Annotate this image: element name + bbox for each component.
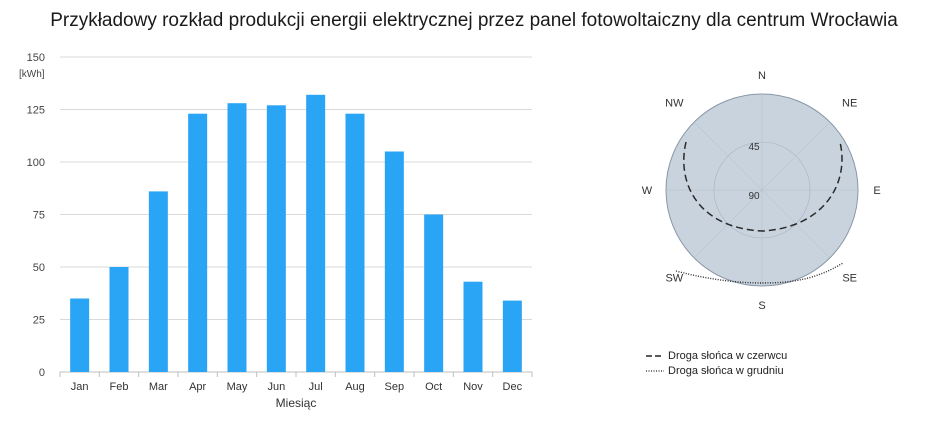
y-tick-label: 25 [33,315,45,327]
dashed-line-swatch [646,355,664,357]
x-tick-label: Aug [345,381,365,393]
elevation-label: 45 [748,142,760,153]
direction-label: NE [842,97,857,109]
bar-apr [188,113,208,372]
bar-aug [345,113,365,372]
x-tick-label: Feb [110,381,129,393]
bar-sep [384,151,404,372]
legend-item-june: Droga słońca w czerwcu [646,350,787,362]
sun-path-june [683,141,843,232]
direction-label: N [758,70,766,82]
y-tick-label: 75 [33,210,45,222]
x-tick-label: May [227,381,248,393]
x-tick-label: Oct [425,381,442,393]
legend-item-december: Droga słońca w grudniu [646,365,784,377]
x-tick-label: Mar [149,381,168,393]
bar-jun [266,105,286,373]
bar-chart: 0 25 50 75 100 125 150 [kWh] Jan Feb Mar Apr May Jun J… [19,52,533,410]
direction-label: S [758,300,765,312]
legend-label-june: Droga słońca w czerwcu [668,350,788,362]
elevation-label: 90 [748,191,760,202]
bar-nov [463,281,483,372]
y-tick-label: 50 [33,262,45,274]
direction-label: NW [665,97,684,109]
x-tick-label: Apr [189,381,206,393]
y-tick-label: 150 [27,52,45,64]
x-tick-label: Dec [503,381,523,393]
x-axis-label: Miesiąc [276,396,317,410]
direction-label: SE [842,273,857,285]
y-tick-label: 100 [27,157,45,169]
x-tick-label: Nov [463,381,483,393]
legend-label-december: Droga słońca w grudniu [668,365,784,377]
direction-label: W [642,185,653,197]
x-tick-label: Jul [309,381,323,393]
y-axis-label: [kWh] [19,69,45,80]
sun-path-diagram: N NE E SE S SW W NW 45 90 [642,70,881,312]
bar-jul [306,94,326,373]
bar-dec [502,300,522,372]
x-tick-label: Sep [385,381,405,393]
bar-may [227,103,247,372]
azimuth-line [693,121,831,259]
bar-mar [148,191,168,372]
dotted-line-swatch [646,370,664,372]
bar-jan [70,298,90,372]
x-tick-label: Jun [267,381,285,393]
bar-feb [109,267,129,372]
bar-oct [424,214,444,372]
x-tick-label: Jan [71,381,89,393]
chart-title: Przykładowy rozkład produkcji energii el… [50,10,898,31]
y-tick-label: 0 [39,367,45,379]
y-tick-label: 125 [27,105,45,117]
direction-label: SW [665,273,683,285]
direction-label: E [873,185,880,197]
